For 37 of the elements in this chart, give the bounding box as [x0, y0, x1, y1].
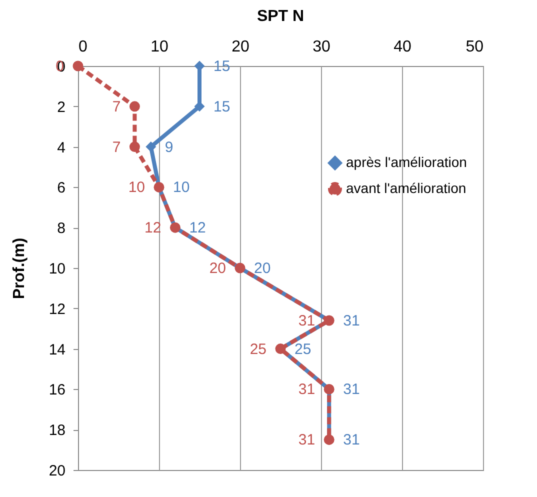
data-label: 15	[214, 98, 230, 116]
y-axis-title: Prof.(m)	[10, 238, 28, 300]
data-label: 7	[112, 98, 121, 116]
y-tick-label: 8	[57, 220, 66, 238]
y-tick-label: 6	[57, 180, 66, 197]
legend-label: après l'amélioration	[346, 154, 467, 170]
y-tick-label: 12	[48, 300, 66, 318]
data-label: 31	[298, 312, 316, 330]
data-label: 20	[209, 260, 226, 277]
x-tick-label: 0	[78, 38, 88, 56]
x-tick-label: 50	[466, 38, 484, 56]
y-tick-label: 10	[48, 260, 66, 278]
y-tick-label: 4	[57, 139, 66, 156]
y-tick-label: 14	[48, 341, 66, 358]
data-label: 31	[343, 381, 360, 398]
data-label: 31	[343, 312, 360, 330]
chart-title: SPT N	[256, 8, 304, 25]
data-label: 25	[294, 340, 312, 358]
legend-label: avant l'amélioration	[346, 180, 466, 196]
data-label: 10	[128, 179, 145, 196]
data-label: 31	[298, 381, 316, 398]
x-tick-label: 40	[394, 38, 412, 56]
data-label: 9	[164, 138, 174, 156]
data-label: 7	[112, 138, 121, 156]
data-label: 31	[298, 432, 316, 449]
y-tick-label: 2	[57, 98, 66, 116]
data-label: 10	[173, 179, 190, 196]
y-tick-label: 20	[48, 462, 66, 480]
data-label: 25	[250, 340, 266, 358]
x-tick-label: 20	[232, 38, 250, 56]
y-tick-label: 18	[48, 422, 66, 440]
x-tick-label: 30	[312, 38, 330, 56]
data-label: 12	[189, 220, 206, 237]
data-label: 20	[254, 260, 271, 277]
x-tick-label: 10	[150, 38, 168, 56]
y-tick-label: 16	[48, 382, 66, 399]
data-label: 31	[343, 432, 360, 449]
